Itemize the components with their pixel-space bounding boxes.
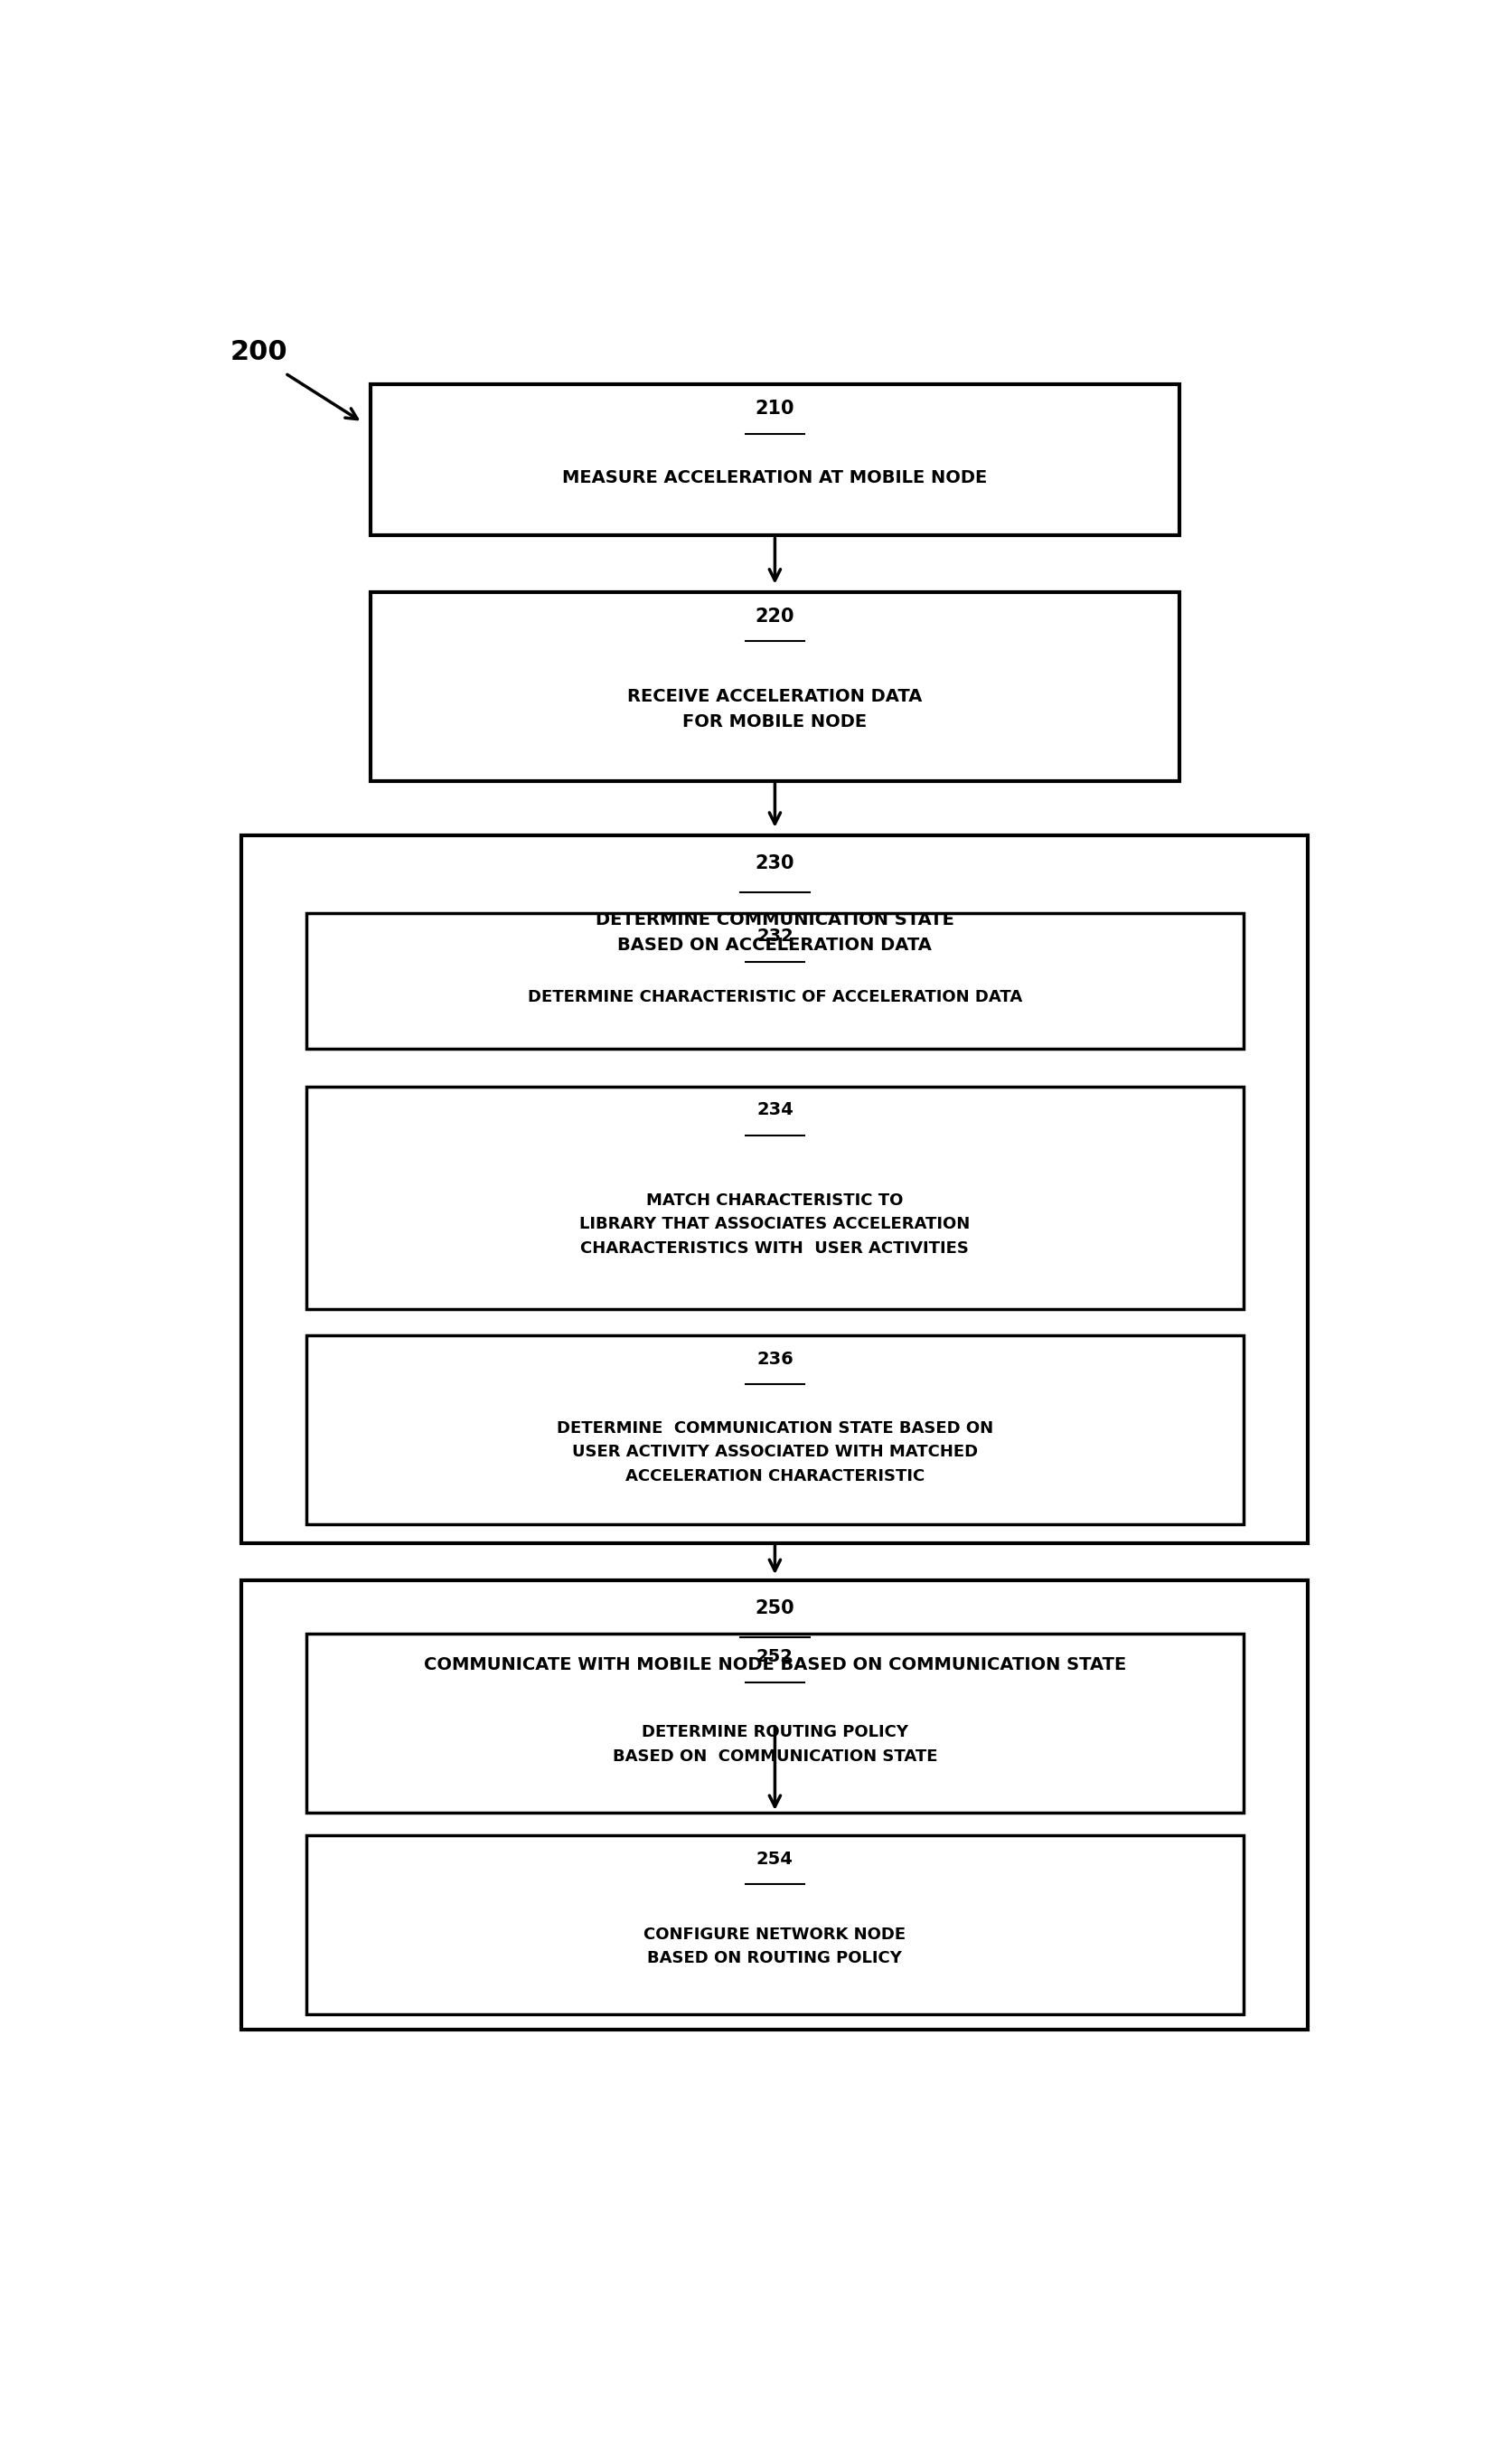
Text: CONFIGURE NETWORK NODE
BASED ON ROUTING POLICY: CONFIGURE NETWORK NODE BASED ON ROUTING …: [644, 1926, 906, 1967]
Text: 250: 250: [754, 1600, 795, 1617]
Text: RECEIVE ACCELERATION DATA
FOR MOBILE NODE: RECEIVE ACCELERATION DATA FOR MOBILE NOD…: [627, 688, 922, 730]
Text: 200: 200: [230, 338, 287, 365]
Text: DETERMINE  COMMUNICATION STATE BASED ON
USER ACTIVITY ASSOCIATED WITH MATCHED
AC: DETERMINE COMMUNICATION STATE BASED ON U…: [556, 1421, 993, 1485]
Bar: [305, 914, 1243, 1049]
Text: 236: 236: [756, 1350, 794, 1367]
Text: DETERMINE CHARACTERISTIC OF ACCELERATION DATA: DETERMINE CHARACTERISTIC OF ACCELERATION…: [528, 990, 1022, 1004]
Text: MATCH CHARACTERISTIC TO
LIBRARY THAT ASSOCIATES ACCELERATION
CHARACTERISTICS WIT: MATCH CHARACTERISTIC TO LIBRARY THAT ASS…: [579, 1193, 971, 1257]
Text: DETERMINE ROUTING POLICY
BASED ON  COMMUNICATION STATE: DETERMINE ROUTING POLICY BASED ON COMMUN…: [612, 1725, 937, 1764]
Bar: [305, 1335, 1243, 1524]
Text: 252: 252: [756, 1649, 794, 1666]
Bar: [305, 1634, 1243, 1813]
Text: 220: 220: [754, 608, 795, 625]
Bar: [370, 385, 1179, 537]
Text: 230: 230: [754, 855, 795, 872]
Text: MEASURE ACCELERATION AT MOBILE NODE: MEASURE ACCELERATION AT MOBILE NODE: [562, 470, 987, 488]
Bar: [305, 1835, 1243, 2014]
Bar: [242, 1580, 1308, 2029]
Bar: [242, 835, 1308, 1544]
Text: 210: 210: [754, 399, 795, 419]
Text: COMMUNICATE WITH MOBILE NODE BASED ON COMMUNICATION STATE: COMMUNICATE WITH MOBILE NODE BASED ON CO…: [423, 1656, 1126, 1673]
Text: 234: 234: [756, 1102, 794, 1120]
Bar: [370, 593, 1179, 782]
Text: 254: 254: [756, 1850, 794, 1867]
Text: DETERMINE COMMUNICATION STATE
BASED ON ACCELERATION DATA: DETERMINE COMMUNICATION STATE BASED ON A…: [596, 911, 954, 953]
Bar: [305, 1085, 1243, 1308]
Text: 232: 232: [756, 929, 794, 946]
